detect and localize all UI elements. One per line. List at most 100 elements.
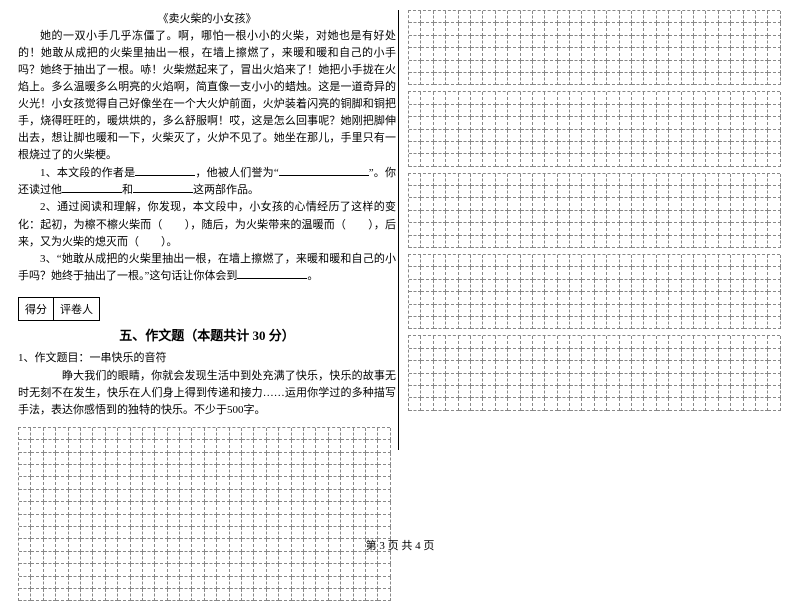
- grid-cell[interactable]: [118, 502, 130, 514]
- grid-cell[interactable]: [483, 154, 495, 166]
- grid-cell[interactable]: [706, 117, 718, 129]
- grid-cell[interactable]: [657, 317, 669, 329]
- grid-cell[interactable]: [570, 73, 582, 85]
- grid-cell[interactable]: [155, 502, 167, 514]
- grid-cell[interactable]: [756, 92, 768, 104]
- grid-cell[interactable]: [279, 477, 291, 489]
- grid-cell[interactable]: [607, 92, 619, 104]
- grid-cell[interactable]: [496, 398, 508, 410]
- grid-cell[interactable]: [706, 61, 718, 73]
- grid-cell[interactable]: [595, 398, 607, 410]
- grid-cell[interactable]: [434, 154, 446, 166]
- grid-cell[interactable]: [545, 317, 557, 329]
- grid-cell[interactable]: [632, 142, 644, 154]
- grid-cell[interactable]: [545, 386, 557, 398]
- grid-cell[interactable]: [434, 267, 446, 279]
- grid-cell[interactable]: [533, 336, 545, 348]
- grid-cell[interactable]: [558, 305, 570, 317]
- grid-cell[interactable]: [446, 211, 458, 223]
- grid-cell[interactable]: [533, 105, 545, 117]
- grid-cell[interactable]: [446, 317, 458, 329]
- grid-cell[interactable]: [19, 577, 31, 589]
- grid-cell[interactable]: [669, 336, 681, 348]
- grid-cell[interactable]: [118, 490, 130, 502]
- grid-cell[interactable]: [607, 374, 619, 386]
- grid-cell[interactable]: [483, 267, 495, 279]
- grid-cell[interactable]: [731, 73, 743, 85]
- grid-cell[interactable]: [620, 105, 632, 117]
- grid-cell[interactable]: [471, 142, 483, 154]
- grid-cell[interactable]: [620, 92, 632, 104]
- grid-cell[interactable]: [409, 336, 421, 348]
- grid-cell[interactable]: [329, 502, 341, 514]
- grid-cell[interactable]: [267, 552, 279, 564]
- grid-cell[interactable]: [56, 428, 68, 440]
- grid-cell[interactable]: [694, 336, 706, 348]
- grid-cell[interactable]: [180, 502, 192, 514]
- grid-cell[interactable]: [545, 198, 557, 210]
- grid-cell[interactable]: [366, 515, 378, 527]
- grid-cell[interactable]: [366, 564, 378, 576]
- grid-cell[interactable]: [744, 186, 756, 198]
- grid-cell[interactable]: [682, 36, 694, 48]
- grid-cell[interactable]: [706, 211, 718, 223]
- grid-cell[interactable]: [421, 117, 433, 129]
- grid-cell[interactable]: [719, 317, 731, 329]
- grid-cell[interactable]: [378, 440, 390, 452]
- grid-cell[interactable]: [657, 154, 669, 166]
- grid-cell[interactable]: [595, 236, 607, 248]
- grid-cell[interactable]: [483, 23, 495, 35]
- grid-cell[interactable]: [744, 349, 756, 361]
- grid-cell[interactable]: [155, 577, 167, 589]
- grid-cell[interactable]: [607, 11, 619, 23]
- grid-cell[interactable]: [682, 398, 694, 410]
- grid-cell[interactable]: [558, 105, 570, 117]
- grid-cell[interactable]: [131, 490, 143, 502]
- grid-cell[interactable]: [595, 61, 607, 73]
- grid-cell[interactable]: [496, 117, 508, 129]
- grid-cell[interactable]: [582, 198, 594, 210]
- grid-cell[interactable]: [620, 61, 632, 73]
- grid-cell[interactable]: [471, 11, 483, 23]
- grid-cell[interactable]: [657, 174, 669, 186]
- grid-cell[interactable]: [756, 223, 768, 235]
- grid-cell[interactable]: [719, 223, 731, 235]
- grid-cell[interactable]: [292, 589, 304, 601]
- grid-cell[interactable]: [366, 589, 378, 601]
- grid-cell[interactable]: [409, 374, 421, 386]
- grid-cell[interactable]: [155, 465, 167, 477]
- grid-cell[interactable]: [682, 154, 694, 166]
- grid-cell[interactable]: [421, 361, 433, 373]
- grid-cell[interactable]: [421, 374, 433, 386]
- grid-cell[interactable]: [508, 255, 520, 267]
- grid-cell[interactable]: [706, 154, 718, 166]
- grid-cell[interactable]: [706, 386, 718, 398]
- grid-cell[interactable]: [570, 92, 582, 104]
- grid-cell[interactable]: [756, 211, 768, 223]
- grid-cell[interactable]: [545, 223, 557, 235]
- grid-cell[interactable]: [545, 292, 557, 304]
- grid-cell[interactable]: [354, 564, 366, 576]
- grid-cell[interactable]: [483, 223, 495, 235]
- grid-cell[interactable]: [533, 361, 545, 373]
- grid-cell[interactable]: [316, 502, 328, 514]
- grid-cell[interactable]: [521, 211, 533, 223]
- grid-cell[interactable]: [545, 236, 557, 248]
- grid-cell[interactable]: [329, 453, 341, 465]
- grid-cell[interactable]: [118, 552, 130, 564]
- grid-cell[interactable]: [570, 292, 582, 304]
- grid-cell[interactable]: [620, 23, 632, 35]
- grid-cell[interactable]: [756, 305, 768, 317]
- grid-cell[interactable]: [521, 73, 533, 85]
- grid-cell[interactable]: [644, 73, 656, 85]
- grid-cell[interactable]: [682, 23, 694, 35]
- grid-cell[interactable]: [409, 73, 421, 85]
- grid-cell[interactable]: [459, 174, 471, 186]
- grid-cell[interactable]: [582, 317, 594, 329]
- grid-cell[interactable]: [545, 305, 557, 317]
- grid-cell[interactable]: [81, 564, 93, 576]
- grid-cell[interactable]: [471, 105, 483, 117]
- grid-cell[interactable]: [304, 589, 316, 601]
- grid-cell[interactable]: [545, 255, 557, 267]
- grid-cell[interactable]: [620, 398, 632, 410]
